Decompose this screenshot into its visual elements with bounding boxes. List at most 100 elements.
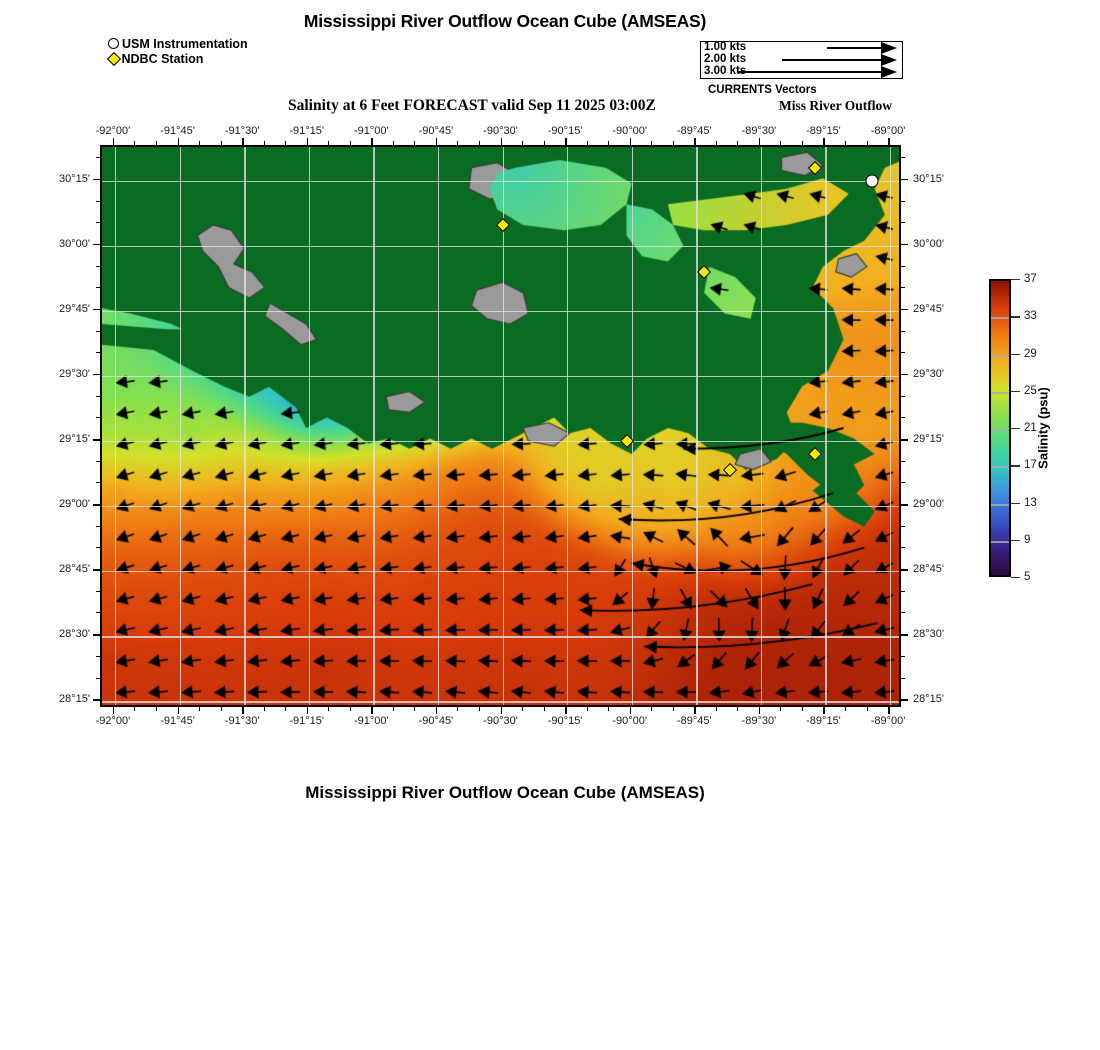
y-axis-minor-tick (901, 460, 905, 462)
x-axis-tick-label: -90°45' (418, 125, 454, 137)
y-axis-major-tick (901, 634, 908, 636)
y-axis-minor-tick (96, 352, 100, 354)
x-axis-minor-tick (737, 707, 739, 711)
y-axis-minor-tick (96, 265, 100, 267)
x-axis-minor-tick (586, 141, 588, 145)
diamond-marker-icon (106, 51, 121, 66)
gridline-horizontal (102, 571, 899, 573)
gridline-vertical (373, 147, 375, 705)
x-axis-tick-label: -91°45' (160, 715, 195, 727)
salinity-field-canvas (102, 147, 899, 705)
x-axis-minor-tick (522, 141, 524, 145)
y-axis-minor-tick (96, 525, 100, 527)
colorbar[interactable] (989, 279, 1011, 577)
colorbar-tick (1011, 539, 1020, 542)
x-axis-tick-label: -90°00' (612, 715, 648, 727)
x-axis-minor-tick (414, 707, 416, 711)
x-axis-major-tick (112, 138, 115, 145)
currents-vector-legend: 1.00 kts 2.00 kts 3.00 kts (700, 41, 903, 79)
colorbar-tick (1011, 353, 1020, 355)
x-axis-major-tick (177, 707, 180, 714)
x-axis-major-tick (435, 138, 438, 145)
x-axis-minor-tick (672, 141, 674, 145)
vector-shaft (737, 71, 882, 73)
vector-shaft (827, 47, 882, 49)
x-axis-major-tick (629, 707, 632, 714)
gridline-vertical (890, 147, 892, 705)
gridline-vertical (502, 147, 504, 705)
x-axis-tick-label: -90°30' (483, 125, 518, 137)
x-axis-major-tick (500, 707, 502, 714)
colorbar-tick-label: 29 (1024, 347, 1037, 360)
y-axis-minor-tick (901, 525, 905, 527)
x-axis-minor-tick (199, 141, 201, 145)
x-axis-major-tick (758, 138, 761, 145)
y-axis-minor-tick (96, 330, 100, 332)
x-axis-tick-label: -90°15' (547, 715, 583, 727)
marker-legend: USM Instrumentation NDBC Station (106, 36, 248, 66)
x-axis-minor-tick (328, 707, 330, 711)
x-axis-minor-tick (522, 707, 524, 711)
y-axis-major-tick (901, 504, 908, 506)
y-axis-major-tick (93, 699, 100, 701)
x-axis-major-tick (565, 707, 567, 714)
usm-station-marker[interactable] (865, 174, 879, 188)
gridline-vertical (308, 147, 311, 705)
colorbar-segment-divider (991, 540, 1009, 543)
x-axis-major-tick (500, 138, 502, 145)
y-axis-tick-label-right: 30°00' (913, 237, 944, 250)
y-axis-minor-tick (901, 590, 905, 592)
legend-item-usm: USM Instrumentation (108, 36, 248, 51)
x-axis-minor-tick (392, 141, 394, 145)
x-axis-minor-tick (392, 707, 394, 711)
y-axis-minor-tick (901, 352, 905, 354)
x-axis-minor-tick (780, 141, 782, 145)
gridline-vertical (825, 147, 827, 705)
gridline-vertical (760, 147, 763, 705)
x-axis-major-tick (823, 138, 825, 145)
x-axis-minor-tick (715, 141, 717, 145)
x-axis-tick-label: -91°30' (224, 715, 260, 727)
circle-marker-icon (108, 38, 119, 49)
y-axis-minor-tick (901, 265, 905, 267)
gridline-vertical (114, 147, 117, 705)
x-axis-tick-label: -89°00' (870, 715, 906, 727)
x-axis-minor-tick (608, 141, 610, 145)
gridline-horizontal (102, 310, 899, 313)
y-axis-tick-label: 29°00' (59, 498, 90, 511)
y-axis-minor-tick (901, 157, 905, 159)
x-axis-tick-label: -91°45' (160, 125, 195, 137)
x-axis-minor-tick (801, 141, 803, 145)
colorbar-tick (1011, 279, 1020, 281)
x-axis-minor-tick (155, 707, 157, 711)
y-axis-tick-label: 30°00' (59, 237, 90, 250)
x-axis-major-tick (371, 707, 373, 714)
x-axis-minor-tick (845, 141, 847, 145)
gridline-vertical (567, 147, 569, 705)
y-axis-minor-tick (96, 287, 100, 289)
x-axis-major-tick (306, 707, 309, 714)
colorbar-segment-divider (991, 354, 1009, 357)
x-axis-major-tick (694, 707, 696, 714)
vector-arrowhead-icon (881, 53, 897, 66)
x-axis-major-tick (565, 138, 567, 145)
legend-label-usm: USM Instrumentation (122, 36, 248, 51)
colorbar-tick (1011, 465, 1020, 467)
y-axis-minor-tick (96, 157, 100, 159)
x-axis-minor-tick (199, 707, 201, 711)
map-plot-area[interactable] (100, 145, 901, 707)
x-axis-major-tick (694, 138, 696, 145)
y-axis-tick-label: 29°45' (59, 302, 90, 315)
colorbar-segment-divider (991, 466, 1009, 469)
x-axis-minor-tick (134, 707, 136, 711)
colorbar-segment-divider (991, 429, 1009, 431)
page-title: Mississippi River Outflow Ocean Cube (AM… (303, 11, 707, 31)
y-axis-minor-tick (901, 287, 905, 289)
vector-arrowhead-icon (881, 41, 897, 54)
vector-legend-row: 2.00 kts (701, 53, 902, 66)
vector-legend-row: 1.00 kts (701, 41, 902, 54)
x-axis-major-tick (306, 138, 309, 145)
x-axis-major-tick (758, 707, 761, 714)
y-axis-minor-tick (901, 417, 905, 419)
gridline-horizontal (102, 636, 899, 638)
